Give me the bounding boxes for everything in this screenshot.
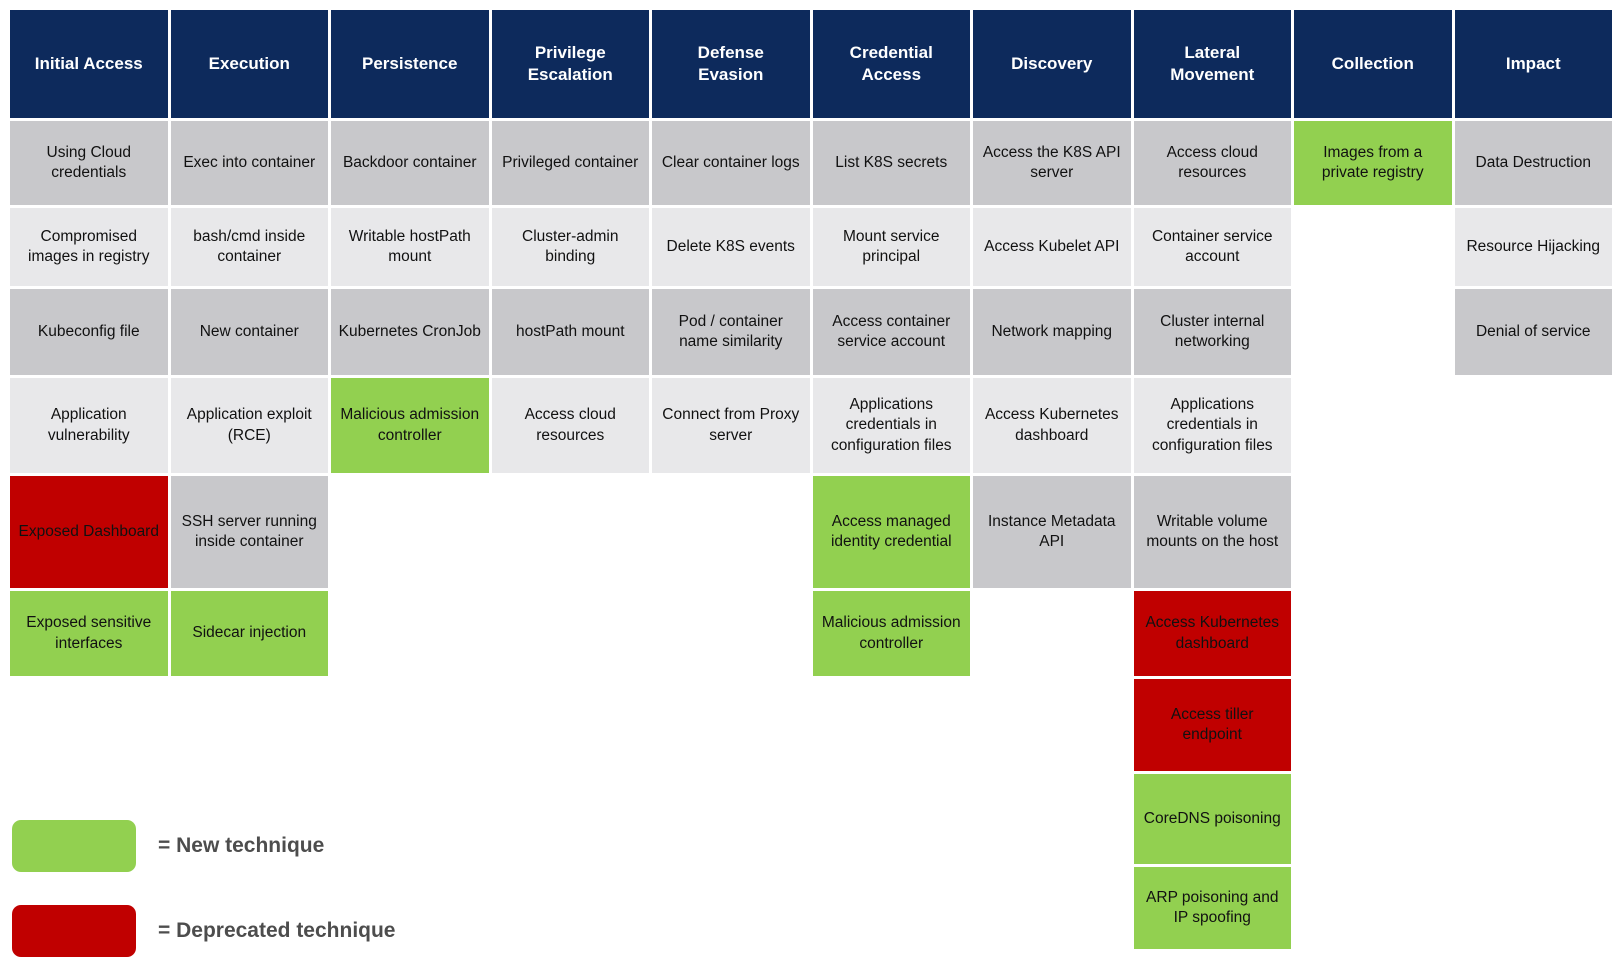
technique-cell: Access managed identity credential [812,476,970,588]
technique-cell: Application vulnerability [10,378,168,473]
technique-cell: Kubeconfig file [10,289,168,375]
technique-cell: Writable hostPath mount [331,208,489,286]
column-header: Lateral Movement [1133,10,1291,118]
technique-cell: Applications credentials in configuratio… [1133,378,1291,473]
technique-cell: Writable volume mounts on the host [1133,476,1291,588]
technique-cell: Cluster-admin binding [491,208,649,286]
legend-label-new-technique: = New technique [158,834,325,857]
technique-cell: bash/cmd inside container [170,208,328,286]
column-header: Discovery [973,10,1131,118]
technique-cell: Pod / container name similarity [652,289,810,375]
column-header: Credential Access [812,10,970,118]
technique-cell: Malicious admission controller [331,378,489,473]
legend-item-deprecated-technique: = Deprecated technique [12,905,396,957]
column-header: Execution [170,10,328,118]
technique-cell: Exposed sensitive interfaces [10,591,168,676]
technique-cell: Instance Metadata API [973,476,1131,588]
technique-cell: Exposed Dashboard [10,476,168,588]
technique-cell: Cluster internal networking [1133,289,1291,375]
technique-cell: Data Destruction [1454,121,1612,205]
technique-cell: Clear container logs [652,121,810,205]
technique-cell: Connect from Proxy server [652,378,810,473]
technique-cell: Resource Hijacking [1454,208,1612,286]
technique-cell: Container service account [1133,208,1291,286]
technique-cell: Backdoor container [331,121,489,205]
technique-cell: Delete K8S events [652,208,810,286]
technique-cell: Images from a private registry [1294,121,1452,205]
column-header: Persistence [331,10,489,118]
technique-cell: Mount service principal [812,208,970,286]
technique-cell: Exec into container [170,121,328,205]
technique-cell: Access cloud resources [491,378,649,473]
column-header: Impact [1454,10,1612,118]
technique-cell: Access the K8S API server [973,121,1131,205]
technique-cell: New container [170,289,328,375]
technique-cell: Applications credentials in configuratio… [812,378,970,473]
technique-cell: Privileged container [491,121,649,205]
technique-cell: Using Cloud credentials [10,121,168,205]
technique-cell: Access Kubernetes dashboard [1133,591,1291,676]
threat-matrix: Initial Access Using Cloud credentials Com… [10,10,1612,949]
technique-cell: Access tiller endpoint [1133,679,1291,771]
technique-cell: SSH server running inside container [170,476,328,588]
legend-swatch-deprecated-technique [12,905,136,957]
technique-cell: CoreDNS poisoning [1133,774,1291,864]
legend-label-deprecated-technique: = Deprecated technique [158,919,396,942]
technique-cell: Kubernetes CronJob [331,289,489,375]
technique-cell: Denial of service [1454,289,1612,375]
technique-cell: Access Kubernetes dashboard [973,378,1131,473]
technique-cell: Network mapping [973,289,1131,375]
technique-cell: Access cloud resources [1133,121,1291,205]
column-header: Collection [1294,10,1452,118]
technique-cell: Compromised images in registry [10,208,168,286]
technique-cell: Application exploit (RCE) [170,378,328,473]
column-header: Initial Access [10,10,168,118]
technique-cell: ARP poisoning and IP spoofing [1133,867,1291,949]
technique-cell: hostPath mount [491,289,649,375]
column-header: Defense Evasion [652,10,810,118]
technique-cell: Sidecar injection [170,591,328,676]
technique-cell: Access Kubelet API [973,208,1131,286]
technique-cell: Malicious admission controller [812,591,970,676]
technique-cell: List K8S secrets [812,121,970,205]
column-header: Privilege Escalation [491,10,649,118]
legend-item-new-technique: = New technique [12,820,324,872]
technique-cell: Access container service account [812,289,970,375]
legend-swatch-new-technique [12,820,136,872]
